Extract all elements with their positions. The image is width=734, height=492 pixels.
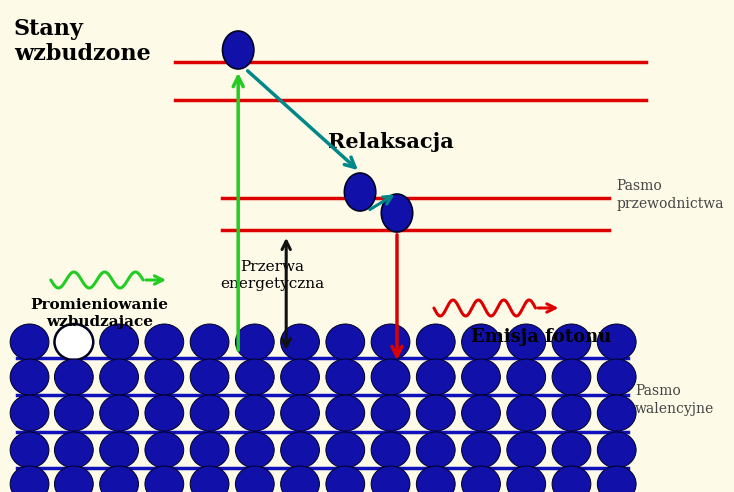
Ellipse shape — [416, 395, 455, 431]
Text: Przerwa
energetyczna: Przerwa energetyczna — [220, 260, 324, 291]
Ellipse shape — [54, 395, 93, 431]
Ellipse shape — [222, 31, 254, 69]
Ellipse shape — [507, 395, 545, 431]
Ellipse shape — [145, 432, 184, 468]
Ellipse shape — [100, 324, 139, 360]
Ellipse shape — [416, 359, 455, 395]
Ellipse shape — [236, 432, 275, 468]
Ellipse shape — [145, 324, 184, 360]
Text: Promieniowanie
wzbudzające: Promieniowanie wzbudzające — [31, 298, 169, 329]
Ellipse shape — [371, 324, 410, 360]
Ellipse shape — [280, 466, 319, 492]
Ellipse shape — [462, 395, 501, 431]
Ellipse shape — [326, 359, 365, 395]
Ellipse shape — [100, 432, 139, 468]
Ellipse shape — [371, 359, 410, 395]
Text: Stany
wzbudzone: Stany wzbudzone — [14, 18, 150, 65]
Ellipse shape — [190, 359, 229, 395]
Ellipse shape — [597, 466, 636, 492]
Ellipse shape — [416, 432, 455, 468]
Ellipse shape — [507, 359, 545, 395]
Ellipse shape — [507, 466, 545, 492]
Text: Relaksacja: Relaksacja — [328, 132, 454, 152]
Ellipse shape — [280, 359, 319, 395]
Text: Emisja fotonu: Emisja fotonu — [470, 328, 611, 346]
Ellipse shape — [462, 466, 501, 492]
Ellipse shape — [462, 359, 501, 395]
Ellipse shape — [10, 466, 49, 492]
Ellipse shape — [54, 359, 93, 395]
Ellipse shape — [236, 359, 275, 395]
Ellipse shape — [10, 359, 49, 395]
Ellipse shape — [462, 432, 501, 468]
Ellipse shape — [371, 466, 410, 492]
Ellipse shape — [552, 466, 591, 492]
Ellipse shape — [10, 324, 49, 360]
Ellipse shape — [462, 324, 501, 360]
Ellipse shape — [416, 466, 455, 492]
Ellipse shape — [100, 359, 139, 395]
Ellipse shape — [236, 395, 275, 431]
Ellipse shape — [280, 395, 319, 431]
Ellipse shape — [10, 432, 49, 468]
Ellipse shape — [552, 432, 591, 468]
Ellipse shape — [371, 432, 410, 468]
Ellipse shape — [507, 432, 545, 468]
Ellipse shape — [190, 466, 229, 492]
Ellipse shape — [54, 466, 93, 492]
Ellipse shape — [507, 324, 545, 360]
Ellipse shape — [552, 359, 591, 395]
Ellipse shape — [145, 359, 184, 395]
Ellipse shape — [326, 324, 365, 360]
Ellipse shape — [597, 395, 636, 431]
Ellipse shape — [236, 324, 275, 360]
Ellipse shape — [280, 324, 319, 360]
Ellipse shape — [100, 395, 139, 431]
Ellipse shape — [145, 395, 184, 431]
Ellipse shape — [326, 466, 365, 492]
Ellipse shape — [552, 324, 591, 360]
Text: Pasmo
walencyjne: Pasmo walencyjne — [635, 384, 714, 416]
Ellipse shape — [326, 395, 365, 431]
Ellipse shape — [381, 194, 413, 232]
Ellipse shape — [597, 324, 636, 360]
Ellipse shape — [597, 359, 636, 395]
Ellipse shape — [416, 324, 455, 360]
Text: Pasmo
przewodnictwa: Pasmo przewodnictwa — [617, 180, 724, 211]
Ellipse shape — [54, 432, 93, 468]
Ellipse shape — [190, 432, 229, 468]
Ellipse shape — [10, 395, 49, 431]
Ellipse shape — [236, 466, 275, 492]
Ellipse shape — [145, 466, 184, 492]
Ellipse shape — [280, 432, 319, 468]
Ellipse shape — [371, 395, 410, 431]
Ellipse shape — [54, 324, 93, 360]
Ellipse shape — [597, 432, 636, 468]
Ellipse shape — [552, 395, 591, 431]
Ellipse shape — [100, 466, 139, 492]
Ellipse shape — [344, 173, 376, 211]
Ellipse shape — [326, 432, 365, 468]
Ellipse shape — [190, 324, 229, 360]
Ellipse shape — [190, 395, 229, 431]
